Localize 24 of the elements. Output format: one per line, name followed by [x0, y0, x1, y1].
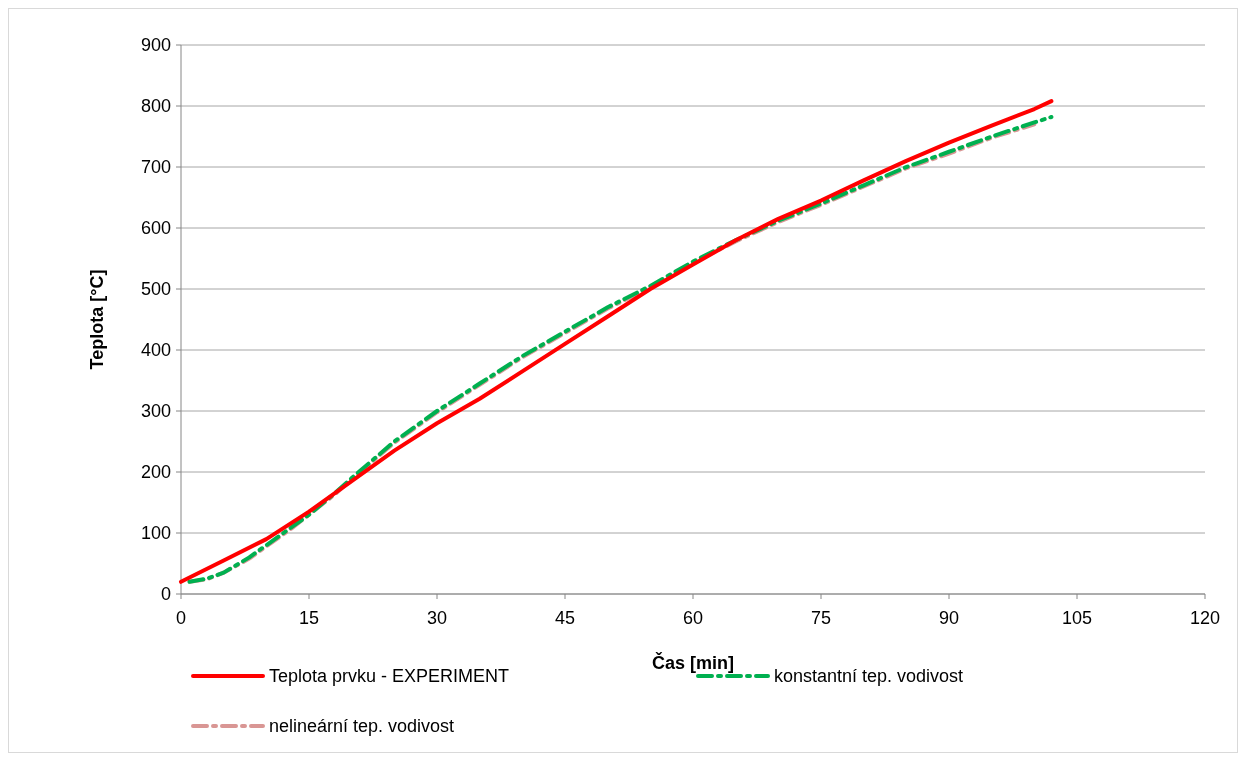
legend-label: Teplota prvku - EXPERIMENT: [269, 666, 510, 687]
x-tick-label: 60: [682, 608, 704, 628]
y-tick-label: 300: [140, 401, 171, 422]
x-tick-label: 75: [810, 608, 832, 628]
y-tick-label: 400: [140, 340, 171, 361]
legend-label: konstantní tep. vodivost: [774, 666, 964, 687]
y-tick-label: 600: [140, 218, 171, 239]
x-tick-label: 15: [298, 608, 320, 628]
x-tick-label: 45: [554, 608, 576, 628]
x-tick-label: 90: [938, 608, 960, 628]
y-tick-label: 500: [140, 279, 171, 300]
y-tick-label: 0: [160, 584, 171, 605]
y-tick-label: 900: [140, 35, 171, 56]
y-axis-title: Teplota [°C]: [87, 269, 107, 370]
legend-label: nelineární tep. vodivost: [269, 716, 455, 737]
x-tick-label: 105: [1061, 608, 1093, 628]
x-axis-title: Čas [min]: [651, 652, 735, 673]
y-tick-label: 800: [140, 96, 171, 117]
y-tick-label: 200: [140, 462, 171, 483]
y-tick-label: 700: [140, 157, 171, 178]
x-tick-label: 120: [1189, 608, 1221, 628]
y-tick-label: 100: [140, 523, 171, 544]
x-tick-label: 0: [175, 608, 187, 628]
x-tick-label: 30: [426, 608, 448, 628]
